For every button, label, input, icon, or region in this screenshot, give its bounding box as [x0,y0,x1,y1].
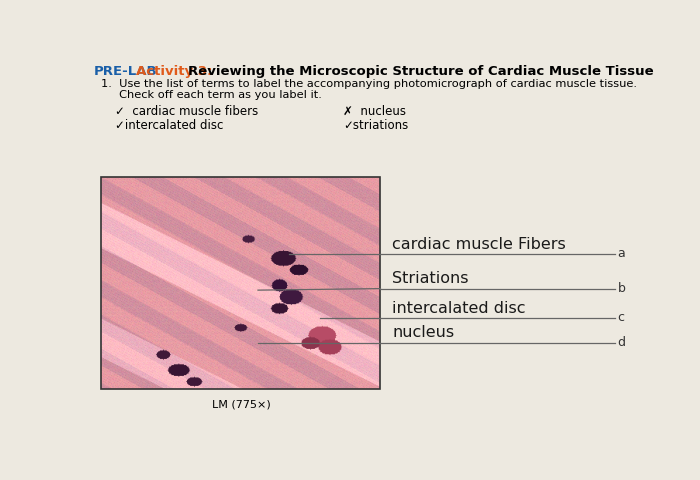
Bar [102,177,381,389]
Text: PRE-LAB: PRE-LAB [94,65,158,78]
Text: a: a [617,248,625,261]
Text: Reviewing the Microscopic Structure of Cardiac Muscle Tissue: Reviewing the Microscopic Structure of C… [188,65,654,78]
Text: ✓  cardiac muscle fibers: ✓ cardiac muscle fibers [115,105,258,119]
Text: ✓intercalated disc: ✓intercalated disc [115,119,223,132]
Text: ✗  nucleus: ✗ nucleus [343,105,406,119]
Text: nucleus: nucleus [392,325,454,340]
Text: d: d [617,336,626,349]
Text: Check off each term as you label it.: Check off each term as you label it. [102,90,322,100]
Text: LM (775×): LM (775×) [211,399,270,409]
Text: intercalated disc: intercalated disc [392,300,526,315]
Text: Activity 3:: Activity 3: [136,65,212,78]
Text: c: c [617,312,624,324]
Text: b: b [617,282,626,295]
Text: cardiac muscle Fibers: cardiac muscle Fibers [392,237,566,252]
Text: 1.  Use the list of terms to label the accompanying photomicrograph of cardiac m: 1. Use the list of terms to label the ac… [102,79,638,89]
Text: ✓striations: ✓striations [343,119,409,132]
Text: Striations: Striations [392,271,468,286]
